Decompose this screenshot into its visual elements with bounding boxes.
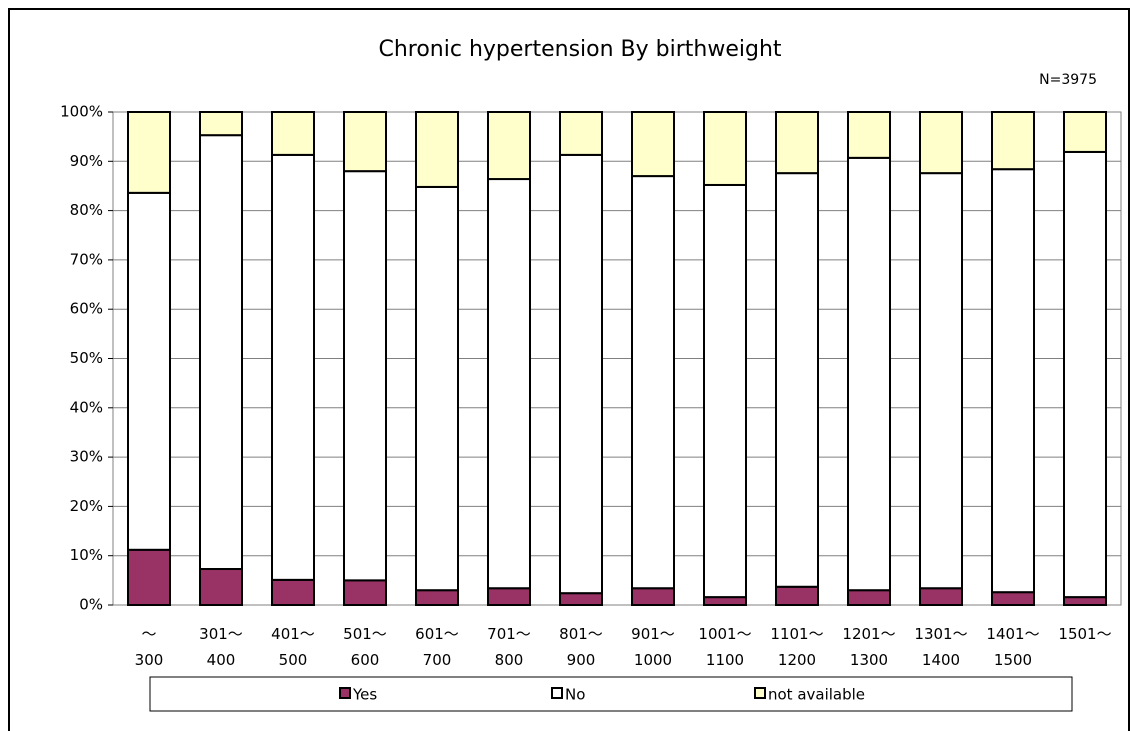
- legend-swatch: [339, 687, 351, 699]
- y-tick-label: 70%: [70, 250, 103, 268]
- bar-segment: [631, 111, 675, 178]
- y-tick-label: 50%: [70, 349, 103, 367]
- legend-label: No: [565, 686, 585, 704]
- y-tick-label: 30%: [70, 448, 103, 466]
- bar-segment: [271, 578, 315, 606]
- bar-segment: [271, 153, 315, 581]
- bar-segment: [559, 153, 603, 595]
- bar-segment: [631, 175, 675, 590]
- bar-segment: [415, 111, 459, 188]
- x-tick-label: 1301～ 1400: [914, 625, 967, 669]
- bar-segment: [991, 168, 1035, 594]
- bar-segment: [1063, 596, 1107, 606]
- x-tick-label: 301～ 400: [199, 625, 243, 669]
- x-tick-label: 901～ 1000: [631, 625, 675, 669]
- y-tick-label: 90%: [70, 152, 103, 170]
- bar-segment: [127, 111, 171, 194]
- x-tick-label: 1501～: [1058, 625, 1111, 643]
- y-tick-label: 0%: [79, 596, 103, 614]
- bar-segment: [343, 579, 387, 606]
- bar-segment: [199, 111, 243, 137]
- bar-segment: [559, 111, 603, 156]
- bar-segment: [487, 178, 531, 590]
- bar-segment: [991, 591, 1035, 607]
- frame: [8, 8, 1130, 731]
- bar-segment: [703, 183, 747, 599]
- x-tick-label: 1101～ 1200: [770, 625, 823, 669]
- bar-segment: [559, 592, 603, 607]
- y-tick-label: 80%: [70, 201, 103, 219]
- chart-title: Chronic hypertension By birthweight: [378, 37, 781, 62]
- legend-label: not available: [768, 686, 865, 704]
- legend-box: [149, 676, 1073, 712]
- bar-segment: [775, 585, 819, 606]
- bar-segment: [487, 111, 531, 181]
- bar-segment: [343, 170, 387, 582]
- bar-segment: [775, 172, 819, 588]
- bar-segment: [415, 185, 459, 592]
- x-tick-label: 801～ 900: [559, 625, 603, 669]
- y-tick-label: 20%: [70, 497, 103, 515]
- bar-segment: [919, 111, 963, 175]
- x-tick-label: 1201～ 1300: [842, 625, 895, 669]
- y-tick-label: 40%: [70, 398, 103, 416]
- legend-swatch: [754, 687, 766, 699]
- y-tick-label: 10%: [70, 546, 103, 564]
- bar-segment: [271, 111, 315, 156]
- x-tick-label: 401～ 500: [271, 625, 315, 669]
- bar-segment: [703, 111, 747, 186]
- bar-segment: [631, 587, 675, 606]
- bar-segment: [991, 111, 1035, 171]
- y-tick-label: 100%: [60, 103, 103, 121]
- bar-segment: [919, 172, 963, 590]
- x-tick-label: 501～ 600: [343, 625, 387, 669]
- bar-segment: [415, 589, 459, 607]
- bar-segment: [847, 589, 891, 607]
- bar-segment: [199, 134, 243, 571]
- bar-segment: [343, 111, 387, 173]
- bar-segment: [127, 548, 171, 606]
- x-tick-label: 601～ 700: [415, 625, 459, 669]
- legend-label: Yes: [352, 686, 377, 704]
- legend-swatch: [551, 687, 563, 699]
- y-tick-label: 60%: [70, 300, 103, 318]
- bar-segment: [919, 587, 963, 606]
- x-tick-label: 701～ 800: [487, 625, 531, 669]
- bar-segment: [847, 156, 891, 592]
- x-tick-label: 1001～ 1100: [698, 625, 751, 669]
- bar-segment: [1063, 111, 1107, 153]
- bar-segment: [199, 568, 243, 606]
- bar-segment: [847, 111, 891, 159]
- bar-segment: [127, 191, 171, 551]
- bar-segment: [487, 587, 531, 606]
- bar-segment: [703, 596, 747, 606]
- annotation: N=3975: [1039, 72, 1097, 88]
- x-tick-label: ～ 300: [135, 625, 164, 669]
- bar-segment: [1063, 150, 1107, 599]
- x-tick-label: 1401～ 1500: [986, 625, 1039, 669]
- bar-segment: [775, 111, 819, 175]
